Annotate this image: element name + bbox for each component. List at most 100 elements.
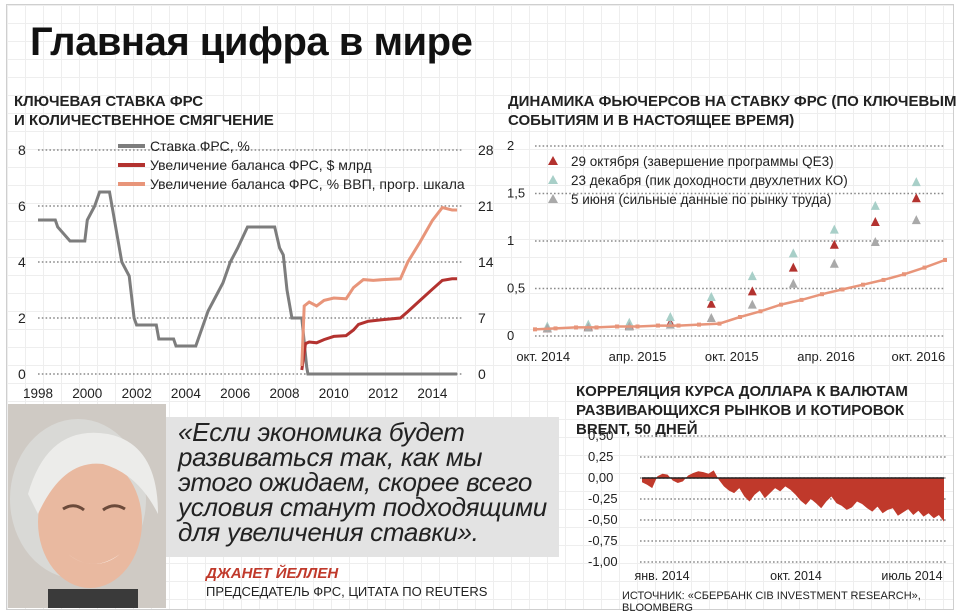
chart3-y-tick: 0,25 xyxy=(588,449,613,464)
chart2-marker-2 xyxy=(911,177,921,187)
chart1-title-line2: И КОЛИЧЕСТВЕННОЕ СМЯГЧЕНИЕ xyxy=(14,112,274,129)
chart2-marker-2 xyxy=(829,224,839,234)
chart1-x-tick: 2006 xyxy=(220,386,250,401)
chart2-current-point xyxy=(922,265,927,270)
chart2-title-line2: СОБЫТИЯМ И В НАСТОЯЩЕЕ ВРЕМЯ) xyxy=(508,112,795,129)
quote-author-role: ПРЕДСЕДАТЕЛЬ ФРС, ЦИТАТА ПО REUTERS xyxy=(206,584,488,599)
chart3-area xyxy=(642,470,944,522)
chart2-marker-3 xyxy=(870,236,880,246)
chart2-legend-label-1: 29 октября (завершение программы QE3) xyxy=(571,154,834,169)
chart2-marker-2 xyxy=(788,248,798,258)
chart3-y-tick: -0,75 xyxy=(588,533,618,548)
chart1-y-left-tick: 8 xyxy=(18,142,26,158)
chart2-current-point xyxy=(861,282,865,287)
quote-author: ДЖАНЕТ ЙЕЛЛЕН xyxy=(206,565,339,582)
chart1-y-left-tick: 6 xyxy=(18,198,26,214)
chart2-marker-3 xyxy=(911,215,921,225)
chart1-y-right-tick: 0 xyxy=(478,366,486,382)
headline: Главная цифра в мире xyxy=(30,20,473,64)
chart2-marker-2 xyxy=(870,200,880,210)
chart2-current-point xyxy=(676,323,681,328)
portrait-photo xyxy=(8,404,166,608)
chart1-series-line-2 xyxy=(300,277,458,371)
chart3-y-tick: 0,00 xyxy=(588,470,613,485)
chart3-title: КОРРЕЛЯЦИЯ КУРСА ДОЛЛАРА К ВАЛЮТАМ РАЗВИ… xyxy=(576,382,960,439)
chart3-y-tick: -0,50 xyxy=(588,512,618,527)
chart2-current-point xyxy=(820,292,824,297)
chart2-title-line1: ДИНАМИКА ФЬЮЧЕРСОВ НА СТАВКУ ФРС (ПО КЛЮ… xyxy=(508,93,957,110)
chart2-current-point xyxy=(799,297,804,302)
chart2-legend-swatch-2 xyxy=(548,175,558,184)
chart2-y-tick: 0 xyxy=(507,328,514,343)
chart2-current-point xyxy=(943,258,947,262)
chart2-current-point xyxy=(779,302,783,307)
chart2-legend-swatch-3 xyxy=(548,194,558,203)
chart3-title-line2: РАЗВИВАЮЩИХСЯ РЫНКОВ И КОТИРОВОК BRENT, … xyxy=(576,402,905,438)
source-note: ИСТОЧНИК: «СБЕРБАНК CIB INVESTMENT RESEA… xyxy=(622,590,921,614)
chart1-legend-label-3: Увеличение баланса ФРС, % ВВП, прогр. шк… xyxy=(150,176,465,192)
chart1-x-tick: 2004 xyxy=(171,386,202,401)
chart2-current-point xyxy=(738,315,742,319)
chart2-marker-1 xyxy=(706,298,716,308)
chart2-marker-1 xyxy=(829,239,839,249)
chart2-current-point xyxy=(533,327,537,332)
chart2-x-tick: окт. 2016 xyxy=(891,349,945,364)
chart2-x-tick: апр. 2016 xyxy=(797,349,855,364)
chart2-current-point xyxy=(635,324,640,329)
chart2-legend-label-2: 23 декабря (пик доходности двухлетних КО… xyxy=(571,173,848,188)
chart2-y-tick: 2 xyxy=(507,138,514,153)
chart2-marker-3 xyxy=(788,278,798,288)
chart1-y-left-tick: 4 xyxy=(18,254,26,270)
chart1-x-tick: 2008 xyxy=(269,386,299,401)
chart2-x-tick: окт. 2015 xyxy=(705,349,759,364)
chart2-y-tick: 0,5 xyxy=(507,281,525,296)
chart2-y-tick: 1,5 xyxy=(507,186,525,201)
chart2-marker-3 xyxy=(747,299,757,309)
chart2-current-point xyxy=(881,277,886,282)
chart2-marker-3 xyxy=(706,312,716,322)
chart3-x-tick: окт. 2014 xyxy=(770,569,822,583)
chart2-marker-2 xyxy=(665,312,675,321)
chart2-legend-label-3: 5 июня (сильные данные по рынку труда) xyxy=(571,192,831,207)
chart2-current-point xyxy=(717,321,722,326)
chart1-series-line-1 xyxy=(38,190,458,376)
chart2-current-point xyxy=(615,324,619,329)
chart2-marker-2 xyxy=(747,271,757,281)
chart3-y-tick: -1,00 xyxy=(588,554,618,569)
chart1-legend-label-1: Ставка ФРС, % xyxy=(150,138,250,154)
chart2-current-point xyxy=(656,323,660,328)
chart2-marker-1 xyxy=(870,217,880,226)
chart2-current-point xyxy=(574,325,578,330)
chart3-y-tick: 0,50 xyxy=(588,428,613,443)
chart2-x-tick: окт. 2014 xyxy=(516,349,570,364)
quote-text: «Если экономика будет развиваться так, к… xyxy=(178,417,547,547)
chart2-current-point xyxy=(553,326,558,331)
chart3-x-tick: июль 2014 xyxy=(881,569,942,583)
chart1-x-tick: 2002 xyxy=(122,386,152,401)
chart3-title-line1: КОРРЕЛЯЦИЯ КУРСА ДОЛЛАРА К ВАЛЮТАМ xyxy=(576,383,908,400)
chart1-title-line1: КЛЮЧЕВАЯ СТАВКА ФРС xyxy=(14,93,204,110)
chart1-y-right-tick: 21 xyxy=(478,198,494,214)
chart2-marker-3 xyxy=(829,258,839,268)
chart1-x-tick: 2014 xyxy=(417,386,448,401)
chart2-y-tick: 1 xyxy=(507,233,514,248)
chart1-x-tick: 2010 xyxy=(319,386,349,401)
chart3-y-tick: -0,25 xyxy=(588,491,618,506)
chart2-current-point xyxy=(758,309,763,314)
chart2-title: ДИНАМИКА ФЬЮЧЕРСОВ НА СТАВКУ ФРС (ПО КЛЮ… xyxy=(508,92,956,130)
chart1-x-tick: 2012 xyxy=(368,386,398,401)
chart1-title: КЛЮЧЕВАЯ СТАВКА ФРС И КОЛИЧЕСТВЕННОЕ СМЯ… xyxy=(14,92,274,130)
chart2-current-point xyxy=(594,325,599,330)
chart2-current-point xyxy=(840,287,845,292)
chart2-current-point xyxy=(697,322,701,327)
chart2-marker-1 xyxy=(911,193,921,203)
chart2-x-tick: апр. 2015 xyxy=(609,349,667,364)
chart1-y-left-tick: 0 xyxy=(18,366,26,382)
chart2-marker-1 xyxy=(788,262,798,272)
chart2-current-point xyxy=(902,272,906,277)
chart2-legend-swatch-1 xyxy=(548,156,558,165)
chart1-y-right-tick: 28 xyxy=(478,142,494,158)
